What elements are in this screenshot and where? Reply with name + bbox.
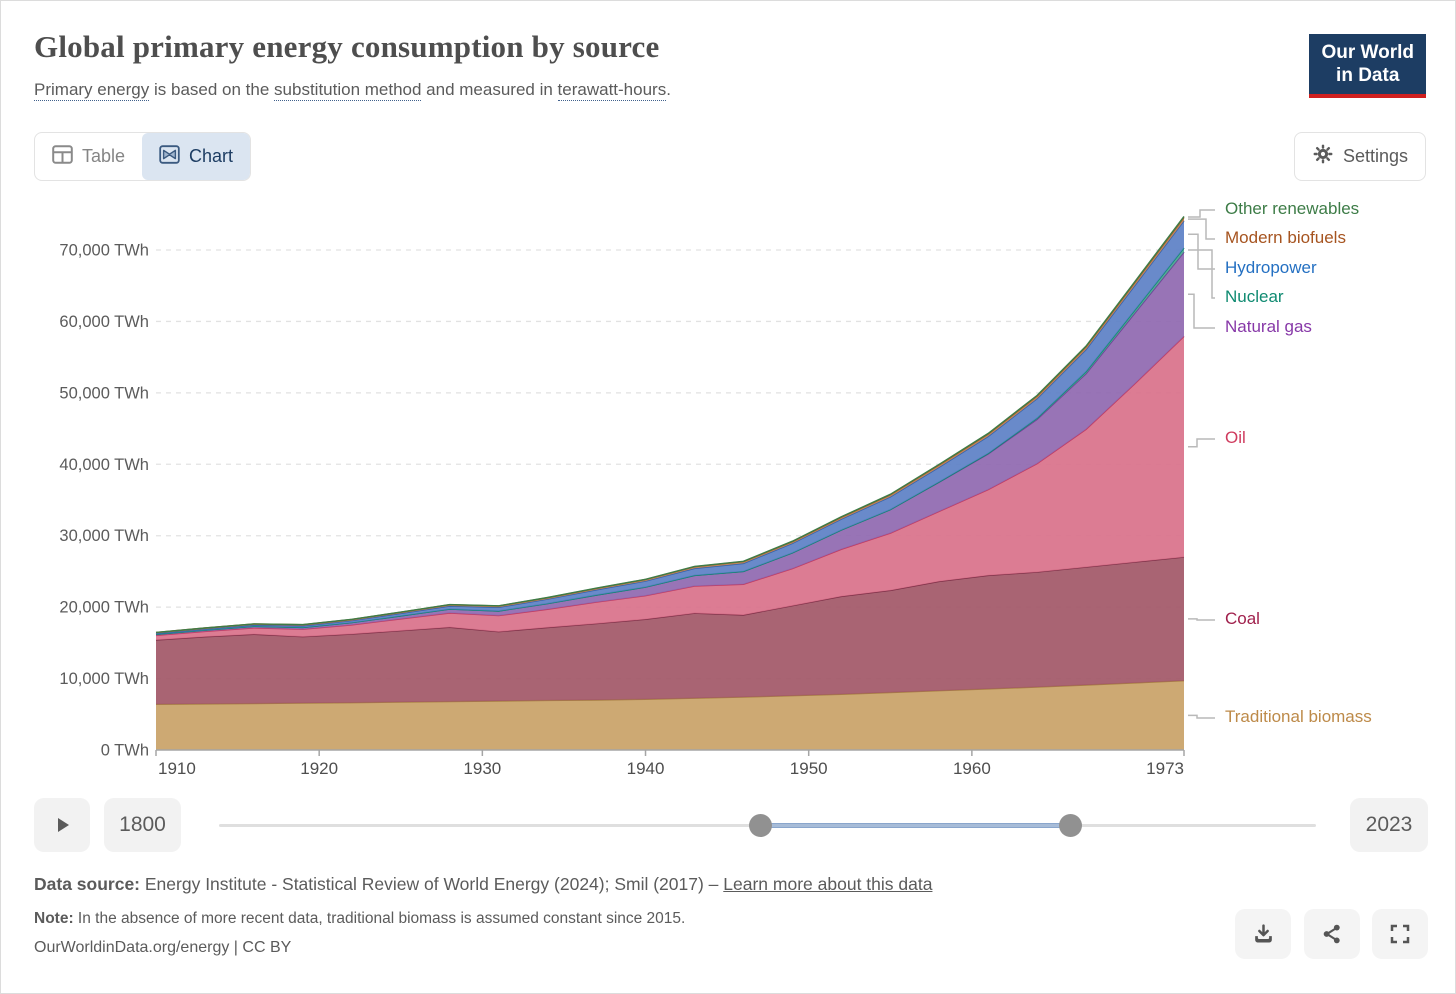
legend-item-nuclear[interactable]: Nuclear — [1225, 287, 1284, 306]
legend-connector — [1188, 293, 1215, 329]
legend-item-modern-biofuels[interactable]: Modern biofuels — [1225, 228, 1346, 247]
share-button[interactable] — [1304, 909, 1360, 959]
download-button[interactable] — [1235, 909, 1291, 959]
y-axis-label: 40,000 TWh — [59, 456, 149, 474]
note-line: Note: In the absence of more recent data… — [34, 910, 685, 928]
legend-connector — [1188, 714, 1215, 719]
subtitle-text: . — [666, 80, 671, 99]
x-axis-label: 1973 — [1146, 759, 1184, 778]
view-toggle: Table Chart — [34, 132, 252, 181]
legend-item-coal[interactable]: Coal — [1225, 609, 1260, 628]
chart-subtitle: Primary energy is based on the substitut… — [34, 80, 671, 101]
y-axis-label: 30,000 TWh — [59, 527, 149, 545]
line-chart-icon — [159, 144, 180, 169]
download-icon — [1254, 923, 1272, 943]
learn-more-link[interactable]: Learn more about this data — [723, 874, 933, 894]
slider-handle-end[interactable] — [1058, 814, 1082, 837]
x-axis-label: 1910 — [158, 759, 196, 778]
y-axis-label: 70,000 TWh — [59, 242, 149, 260]
subtitle-term[interactable]: terawatt-hours — [557, 80, 667, 101]
slider-handle-start[interactable] — [748, 814, 772, 837]
legend-item-hydropower[interactable]: Hydropower — [1225, 258, 1317, 277]
note-prefix: Note: — [34, 910, 74, 927]
play-button[interactable] — [34, 798, 90, 852]
area-coal[interactable] — [156, 557, 1184, 705]
y-axis-label: 50,000 TWh — [59, 384, 149, 402]
table-icon — [52, 144, 73, 169]
slider-active-range[interactable] — [760, 823, 1071, 828]
legend-connector — [1188, 438, 1215, 448]
subtitle-text: and measured in — [421, 80, 558, 99]
subtitle-term[interactable]: Primary energy — [34, 80, 150, 101]
owid-logo-line2: in Data — [1336, 65, 1400, 87]
license-suffix: | CC BY — [229, 939, 292, 956]
legend-connector — [1188, 209, 1215, 218]
legend-item-traditional-biomass[interactable]: Traditional biomass — [1225, 707, 1372, 726]
timeline-slider[interactable] — [219, 810, 1316, 840]
fullscreen-icon — [1390, 924, 1410, 944]
tab-table[interactable]: Table — [35, 133, 142, 180]
owid-logo-line1: Our World — [1321, 42, 1414, 63]
tab-table-label: Table — [82, 146, 126, 166]
settings-label: Settings — [1342, 146, 1408, 166]
tab-chart-label: Chart — [189, 146, 234, 166]
note-text: In the absence of more recent data, trad… — [73, 910, 686, 927]
x-axis-label: 1930 — [463, 759, 501, 778]
y-axis-label: 20,000 TWh — [59, 599, 149, 617]
legend-connector — [1188, 249, 1215, 299]
subtitle-term[interactable]: substitution method — [274, 80, 422, 101]
timeline-end-year[interactable]: 2023 — [1350, 798, 1428, 852]
data-source-text: Energy Institute - Statistical Review of… — [140, 874, 724, 894]
legend-item-oil[interactable]: Oil — [1225, 428, 1246, 447]
license-line: OurWorldinData.org/energy | CC BY — [34, 939, 291, 957]
gear-icon — [1312, 143, 1334, 170]
x-axis-label: 1940 — [627, 759, 665, 778]
legend-item-other-renewables[interactable]: Other renewables — [1225, 199, 1360, 218]
data-source-prefix: Data source: — [34, 874, 141, 894]
legend-connector — [1188, 618, 1215, 621]
owid-logo[interactable]: Our World in Data — [1309, 34, 1426, 98]
stacked-area-chart[interactable]: 0 TWh 10,000 TWh 20,000 TWh 30,000 TWh 40,00… — [1, 191, 1456, 799]
area-border — [155, 215, 1185, 634]
area-oil[interactable] — [156, 336, 1184, 640]
x-axis-label: 1950 — [790, 759, 828, 778]
owid-url-link[interactable]: OurWorldinData.org/energy — [34, 939, 230, 956]
legend-connector — [1188, 218, 1215, 240]
legend-item-natural-gas[interactable]: Natural gas — [1225, 317, 1312, 336]
share-icon — [1323, 924, 1340, 944]
page-title: Global primary energy consumption by sou… — [34, 29, 660, 64]
tab-chart[interactable]: Chart — [142, 133, 251, 180]
y-axis-label: 0 TWh — [101, 742, 149, 760]
settings-button[interactable]: Settings — [1293, 132, 1426, 181]
fullscreen-button[interactable] — [1372, 909, 1428, 959]
y-axis-label: 10,000 TWh — [59, 670, 149, 688]
area-traditional-biomass[interactable] — [156, 680, 1184, 750]
data-source-line: Data source: Energy Institute - Statisti… — [34, 874, 932, 895]
x-axis-label: 1920 — [300, 759, 338, 778]
x-axis-label: 1960 — [953, 759, 991, 778]
legend-connector — [1188, 233, 1215, 270]
y-axis-label: 60,000 TWh — [59, 313, 149, 331]
play-icon — [58, 818, 69, 832]
timeline-start-year[interactable]: 1800 — [104, 798, 181, 852]
subtitle-text: is based on the — [149, 80, 275, 99]
